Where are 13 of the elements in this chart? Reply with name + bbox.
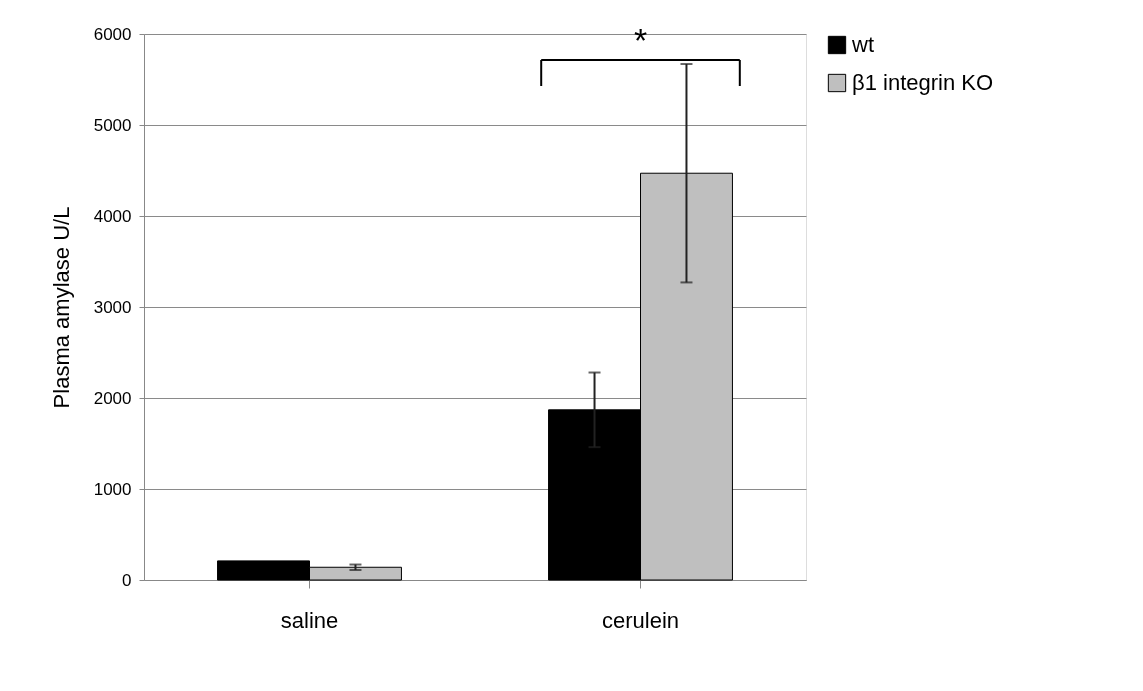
y-tick-label: 0 [122,570,132,590]
x-tick-label: saline [280,607,339,633]
y-tick-label: 3000 [93,297,132,317]
annotation: * [633,21,648,59]
y-axis-title: Plasma amylase U/L [48,206,74,409]
y-tick-label: 1000 [93,479,132,499]
legend-label: wt [851,32,874,57]
y-tick-label: 6000 [93,24,132,44]
y-tick-label: 2000 [93,388,132,408]
x-tick-label: cerulein [601,607,680,633]
legend-label: β1 integrin KO [852,70,994,95]
y-tick-label: 4000 [93,206,132,226]
y-tick-label: 5000 [93,115,132,135]
